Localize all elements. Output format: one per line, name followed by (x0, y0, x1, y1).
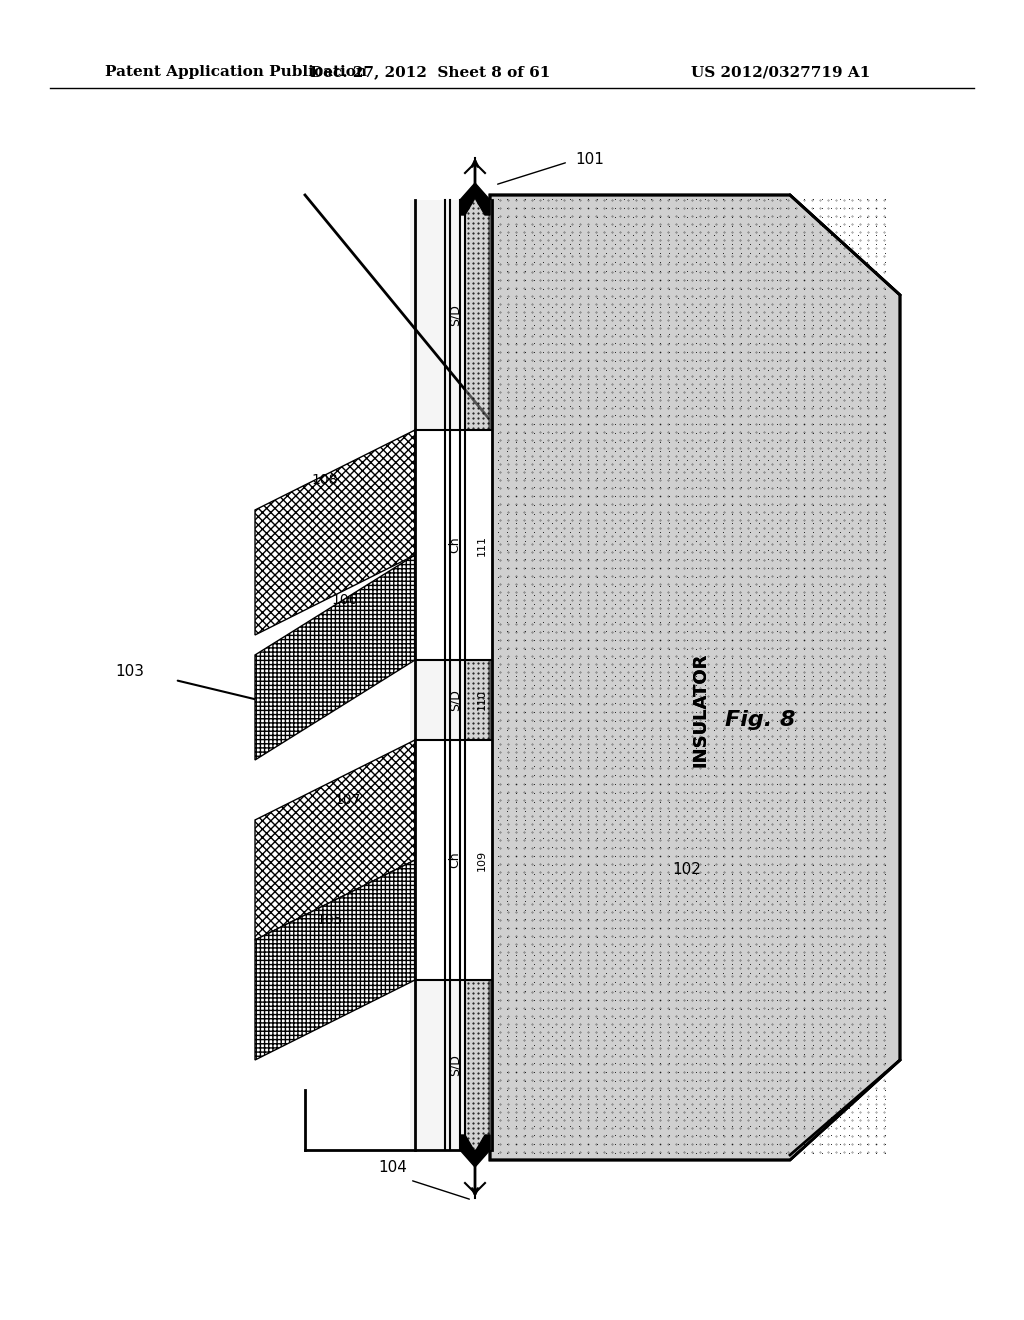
Text: Dec. 27, 2012  Sheet 8 of 61: Dec. 27, 2012 Sheet 8 of 61 (310, 65, 550, 79)
Text: S/D: S/D (449, 304, 462, 326)
Polygon shape (415, 430, 492, 660)
Text: Fig. 8: Fig. 8 (725, 710, 796, 730)
Text: US 2012/0327719 A1: US 2012/0327719 A1 (690, 65, 870, 79)
Text: 108: 108 (311, 473, 338, 487)
Text: 102: 102 (672, 862, 700, 878)
Polygon shape (255, 430, 415, 635)
Polygon shape (255, 741, 415, 940)
Text: Patent Application Publication: Patent Application Publication (105, 65, 367, 79)
Text: INSULATOR: INSULATOR (691, 653, 709, 767)
Text: 104: 104 (379, 1160, 408, 1175)
Polygon shape (465, 979, 492, 1150)
Text: 109: 109 (477, 850, 487, 871)
Polygon shape (465, 201, 492, 430)
Text: 111: 111 (477, 535, 487, 556)
Polygon shape (490, 195, 900, 1160)
Polygon shape (460, 1135, 490, 1167)
Text: 103: 103 (115, 664, 144, 680)
Polygon shape (460, 183, 490, 215)
Polygon shape (415, 741, 492, 979)
Text: 105: 105 (316, 913, 343, 927)
Polygon shape (410, 201, 492, 1150)
Polygon shape (255, 554, 415, 760)
Text: 110: 110 (477, 689, 487, 710)
Text: S/D: S/D (449, 1055, 462, 1076)
Text: Ch: Ch (449, 537, 462, 553)
Text: Ch: Ch (449, 851, 462, 869)
Text: 106: 106 (332, 593, 358, 607)
Polygon shape (490, 195, 900, 1160)
Text: 107: 107 (335, 793, 361, 807)
Polygon shape (465, 660, 492, 741)
Polygon shape (255, 861, 415, 1060)
Text: S/D: S/D (449, 689, 462, 711)
Text: 101: 101 (575, 153, 604, 168)
Text: INSULATOR: INSULATOR (691, 653, 709, 767)
